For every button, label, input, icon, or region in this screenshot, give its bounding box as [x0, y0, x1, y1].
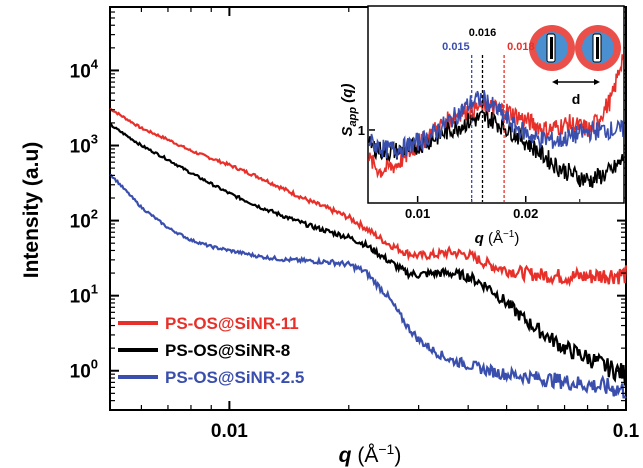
- y-tick-label: 101: [70, 282, 98, 308]
- peak-label: 0.015: [442, 41, 470, 53]
- inset-y-title-sub: app: [347, 107, 359, 127]
- inset-y-tick-label: 1: [358, 123, 365, 138]
- y-tick-label: 104: [70, 56, 99, 82]
- y-axis-title: Intensity (a.u): [20, 142, 43, 279]
- x-tick-label: 0.1: [613, 421, 640, 442]
- inset-peak-markers: 0.015 0.016 0.018: [442, 27, 535, 202]
- inset-x-title-close: ): [514, 230, 519, 247]
- inset-x-tick-label: 0.01: [405, 206, 430, 221]
- inset-series-line-3: [368, 90, 624, 160]
- spacing-label: d: [572, 91, 581, 107]
- inset-curves: [368, 54, 624, 189]
- x-axis-title-unit: (Å: [352, 444, 379, 467]
- y-tick-label: 100: [70, 357, 98, 383]
- legend-label: PS-OS@SiNR-8: [165, 341, 290, 360]
- spacing-arrowhead-left: [552, 79, 558, 85]
- legend: PS-OS@SiNR-11 PS-OS@SiNR-8 PS-OS@SiNR-2.5: [118, 314, 304, 387]
- inset-x-title-q: q: [475, 230, 484, 247]
- y-tick-label: 103: [70, 132, 98, 158]
- nanorod-left: [529, 25, 575, 71]
- peak-label: 0.016: [469, 27, 497, 39]
- series-line-3: [109, 173, 627, 399]
- nanorod-schematic: d: [529, 25, 621, 107]
- x-tick-label: 0.01: [211, 421, 248, 442]
- inset-y-title-s: S: [339, 126, 356, 136]
- nanorod-right: [575, 25, 621, 71]
- inset-x-tick-label: 0.02: [513, 206, 538, 221]
- inset-x-title-unit: (Å: [484, 230, 503, 247]
- inset-y-title-q: (q): [339, 84, 356, 107]
- legend-label: PS-OS@SiNR-11: [165, 314, 299, 333]
- x-axis-title-exp: −1: [378, 441, 394, 457]
- x-axis-title-q: q: [339, 444, 352, 467]
- inset-x-axis-title: q (Å−1): [475, 229, 520, 247]
- series-line-2: [109, 122, 627, 387]
- x-axis-title: q (Å−1): [339, 441, 402, 467]
- inset-x-title-exp: −1: [503, 229, 515, 240]
- spacing-arrowhead-right: [594, 79, 600, 85]
- main-curves: [109, 107, 628, 399]
- x-axis-title-close: ): [394, 444, 401, 467]
- peak-label: 0.018: [507, 41, 535, 53]
- y-tick-label: 102: [70, 207, 98, 233]
- inset-y-axis-title: Sapp (q): [339, 84, 359, 137]
- main-axis-ticks: 100 101 102 103 104 0.01 0.1: [70, 6, 640, 442]
- series-line-1: [109, 107, 628, 288]
- legend-label: PS-OS@SiNR-2.5: [165, 368, 304, 387]
